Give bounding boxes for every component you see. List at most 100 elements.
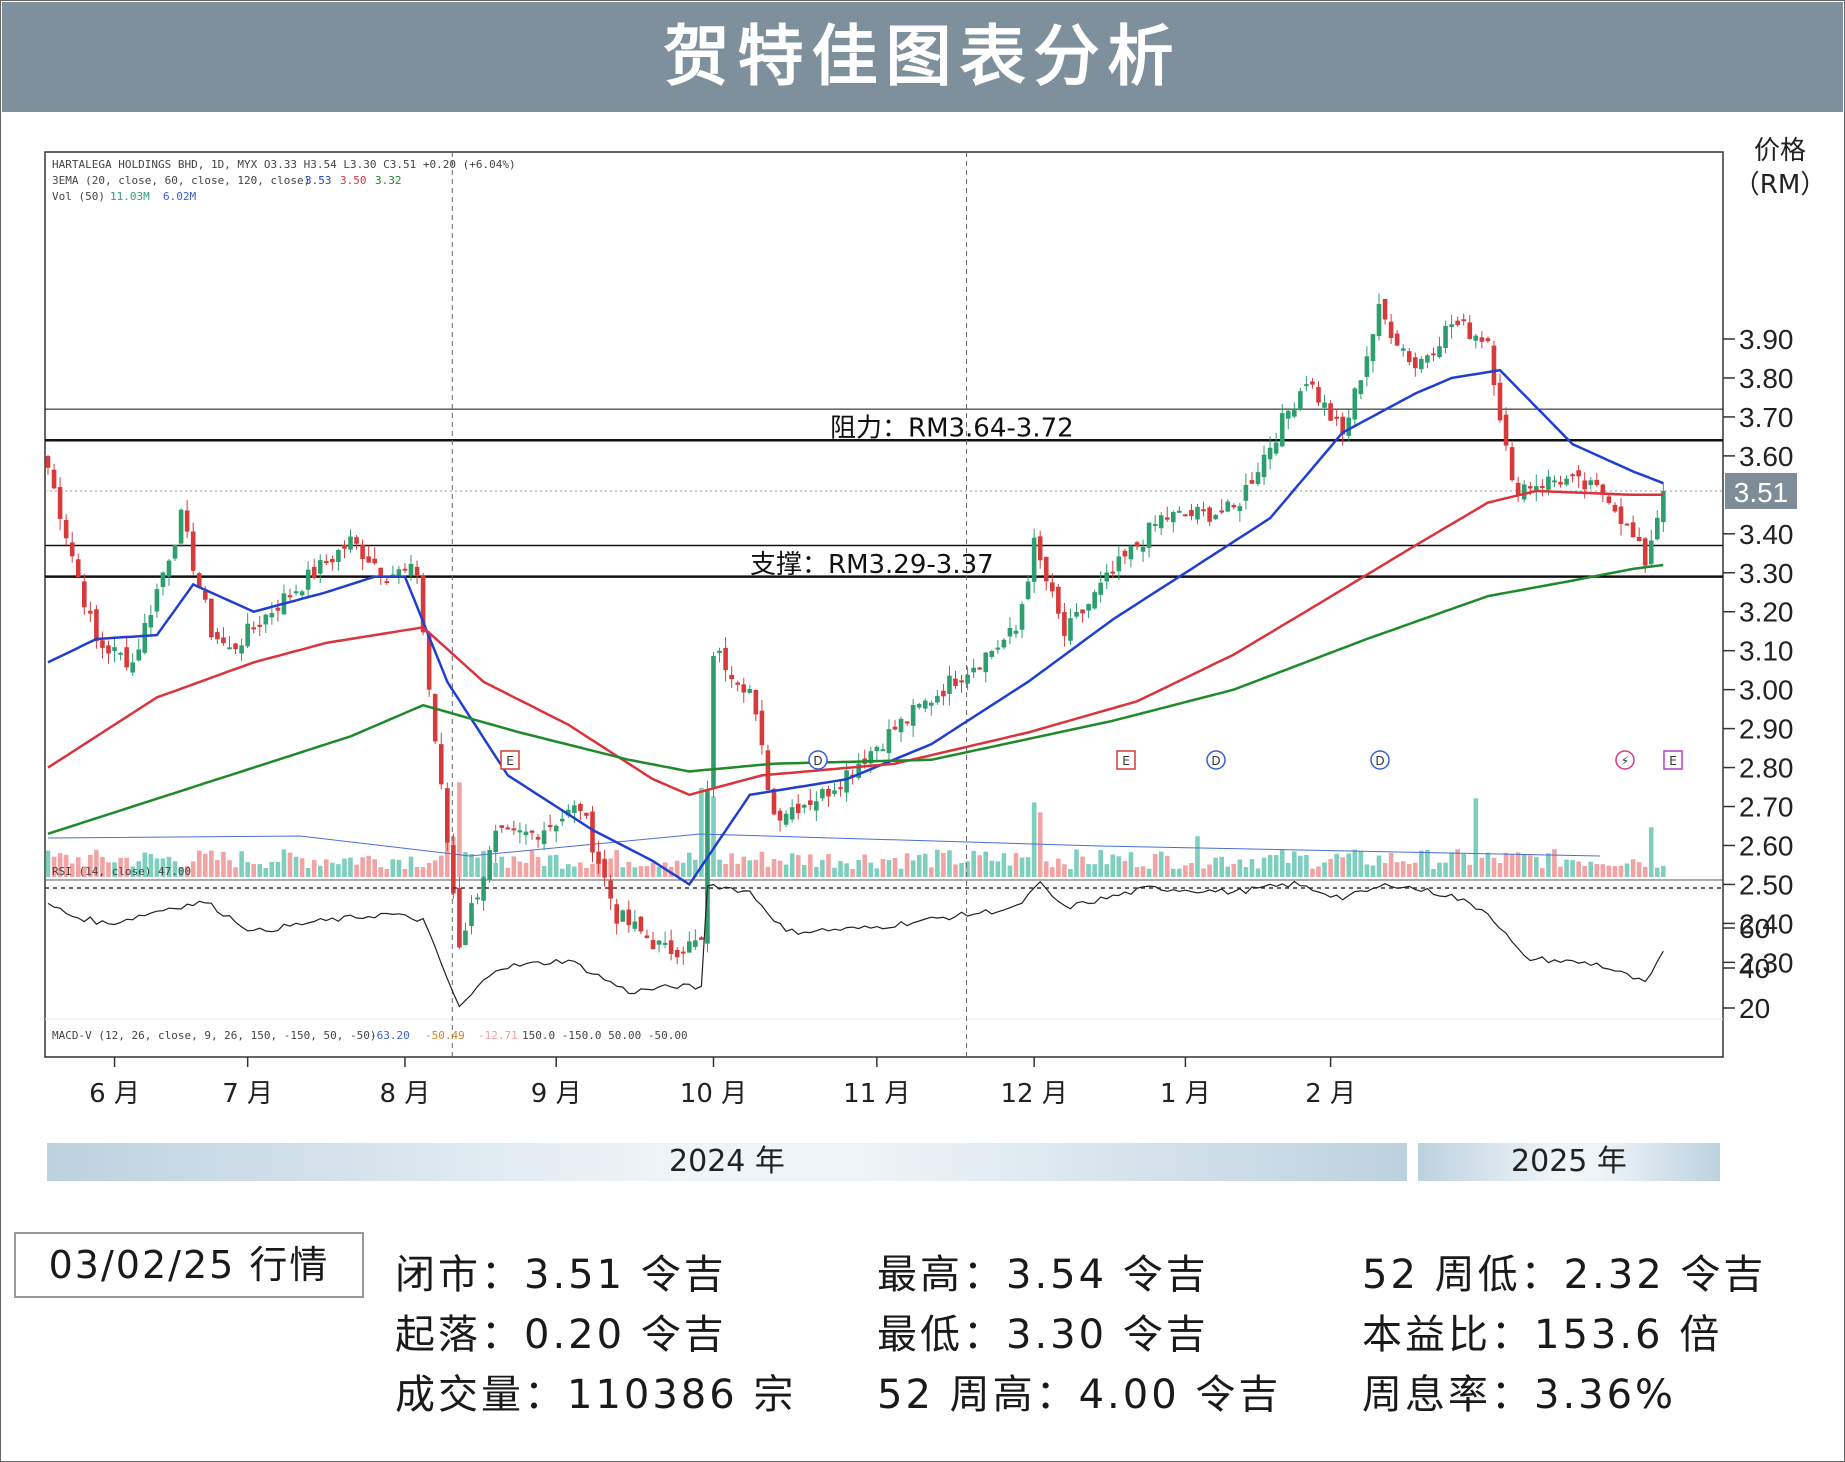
volume-bar bbox=[626, 861, 632, 877]
candle-body bbox=[263, 614, 269, 625]
candle-body bbox=[1540, 486, 1545, 489]
volume-bar bbox=[1406, 864, 1412, 877]
volume-bar bbox=[1612, 866, 1618, 877]
chart-header-vol-ma: 6.02M bbox=[163, 190, 196, 203]
volume-bar bbox=[1521, 854, 1527, 877]
volume-bar bbox=[1382, 863, 1388, 877]
candle-body bbox=[1624, 523, 1630, 526]
macd-label: MACD-V (12, 26, close, 9, 26, 150, -150,… bbox=[52, 1029, 377, 1042]
candle-body bbox=[1382, 298, 1388, 320]
volume-bar bbox=[82, 866, 87, 877]
volume-bar bbox=[221, 851, 226, 877]
candle-body bbox=[729, 674, 734, 680]
candle-body bbox=[1636, 536, 1642, 541]
volume-bar bbox=[1310, 868, 1315, 877]
candle-body bbox=[1552, 480, 1557, 483]
candle-body bbox=[1358, 380, 1364, 395]
volume-bar bbox=[1219, 856, 1224, 877]
candle-body bbox=[1582, 480, 1587, 490]
volume-bar bbox=[112, 862, 117, 877]
volume-bar bbox=[644, 866, 650, 877]
event-marker-label: E bbox=[506, 754, 514, 768]
candle-body bbox=[184, 510, 190, 532]
candle-body bbox=[311, 566, 317, 578]
event-marker bbox=[1116, 750, 1136, 770]
candle-body bbox=[1661, 490, 1666, 523]
candle-body bbox=[1219, 510, 1224, 513]
candle-body bbox=[457, 887, 462, 948]
volume-bar bbox=[717, 859, 722, 877]
candle-body bbox=[487, 850, 492, 881]
candle-body bbox=[215, 632, 220, 640]
volume-bar bbox=[245, 862, 250, 877]
volume-bar bbox=[656, 866, 662, 877]
candle-body bbox=[493, 830, 498, 852]
candle-body bbox=[517, 830, 523, 833]
rsi-tick-label: 60 bbox=[1739, 913, 1770, 944]
volume-bar bbox=[378, 867, 384, 877]
candle-body bbox=[941, 690, 946, 697]
volume-bar bbox=[227, 860, 232, 877]
volume-bar bbox=[1122, 861, 1128, 877]
volume-bar bbox=[898, 868, 904, 877]
event-marker-label: E bbox=[1669, 754, 1677, 768]
volume-bar bbox=[1340, 857, 1345, 877]
x-tick-label: 2 月 bbox=[1305, 1079, 1356, 1109]
candle-body bbox=[632, 921, 638, 929]
y-tick-label: 2.70 bbox=[1739, 792, 1794, 823]
candle-body bbox=[1485, 338, 1491, 342]
candle-body bbox=[1152, 523, 1158, 526]
volume-bar bbox=[1316, 866, 1321, 877]
volume-bar bbox=[1630, 859, 1636, 877]
volume-bar bbox=[959, 862, 964, 877]
candle-body bbox=[929, 702, 934, 706]
candle-body bbox=[965, 674, 970, 684]
candle-body bbox=[463, 930, 468, 946]
candle-body bbox=[511, 828, 517, 831]
candle-body bbox=[1521, 484, 1527, 500]
candle-body bbox=[154, 589, 160, 612]
candle-body bbox=[995, 647, 1001, 650]
volume-bar bbox=[1515, 852, 1521, 877]
candle-body bbox=[1394, 333, 1400, 346]
candle-body bbox=[1031, 537, 1037, 582]
candle-body bbox=[668, 940, 674, 954]
volume-bar bbox=[1207, 864, 1212, 877]
volume-bar bbox=[269, 861, 275, 877]
event-marker-label: D bbox=[813, 754, 822, 768]
candle-body bbox=[759, 710, 765, 746]
volume-bar bbox=[723, 863, 728, 877]
candle-body bbox=[1449, 324, 1454, 328]
volume-bar bbox=[650, 862, 656, 877]
candle-body bbox=[1630, 522, 1636, 538]
volume-bar bbox=[481, 850, 486, 877]
candle-body bbox=[596, 851, 601, 864]
candle-body bbox=[233, 643, 238, 650]
volume-bar bbox=[1376, 855, 1382, 877]
volume-bar bbox=[1419, 850, 1424, 877]
candle-body bbox=[299, 591, 305, 596]
volume-bar bbox=[1624, 863, 1630, 877]
volume-bar bbox=[693, 859, 698, 877]
candle-body bbox=[221, 637, 226, 644]
volume-bar bbox=[257, 864, 263, 877]
volume-bar bbox=[1043, 861, 1049, 877]
candle-body bbox=[1346, 417, 1352, 436]
candle-body bbox=[245, 623, 250, 647]
volume-bar bbox=[910, 860, 916, 877]
chart-header-ema60: 3.50 bbox=[340, 174, 367, 187]
volume-bar bbox=[233, 867, 238, 877]
volume-bar bbox=[384, 868, 390, 877]
candle-body bbox=[475, 897, 480, 900]
candle-body bbox=[1564, 478, 1569, 485]
volume-bar bbox=[1400, 861, 1406, 877]
y-tick-label: 3.90 bbox=[1739, 324, 1794, 355]
volume-bar bbox=[505, 867, 511, 877]
volume-bar bbox=[360, 857, 365, 877]
volume-bar bbox=[1509, 853, 1515, 877]
candle-body bbox=[1098, 582, 1103, 595]
candle-body bbox=[1467, 322, 1473, 339]
volume-bar bbox=[1588, 861, 1594, 877]
candle-body bbox=[1364, 356, 1370, 377]
volume-bar bbox=[995, 861, 1001, 877]
